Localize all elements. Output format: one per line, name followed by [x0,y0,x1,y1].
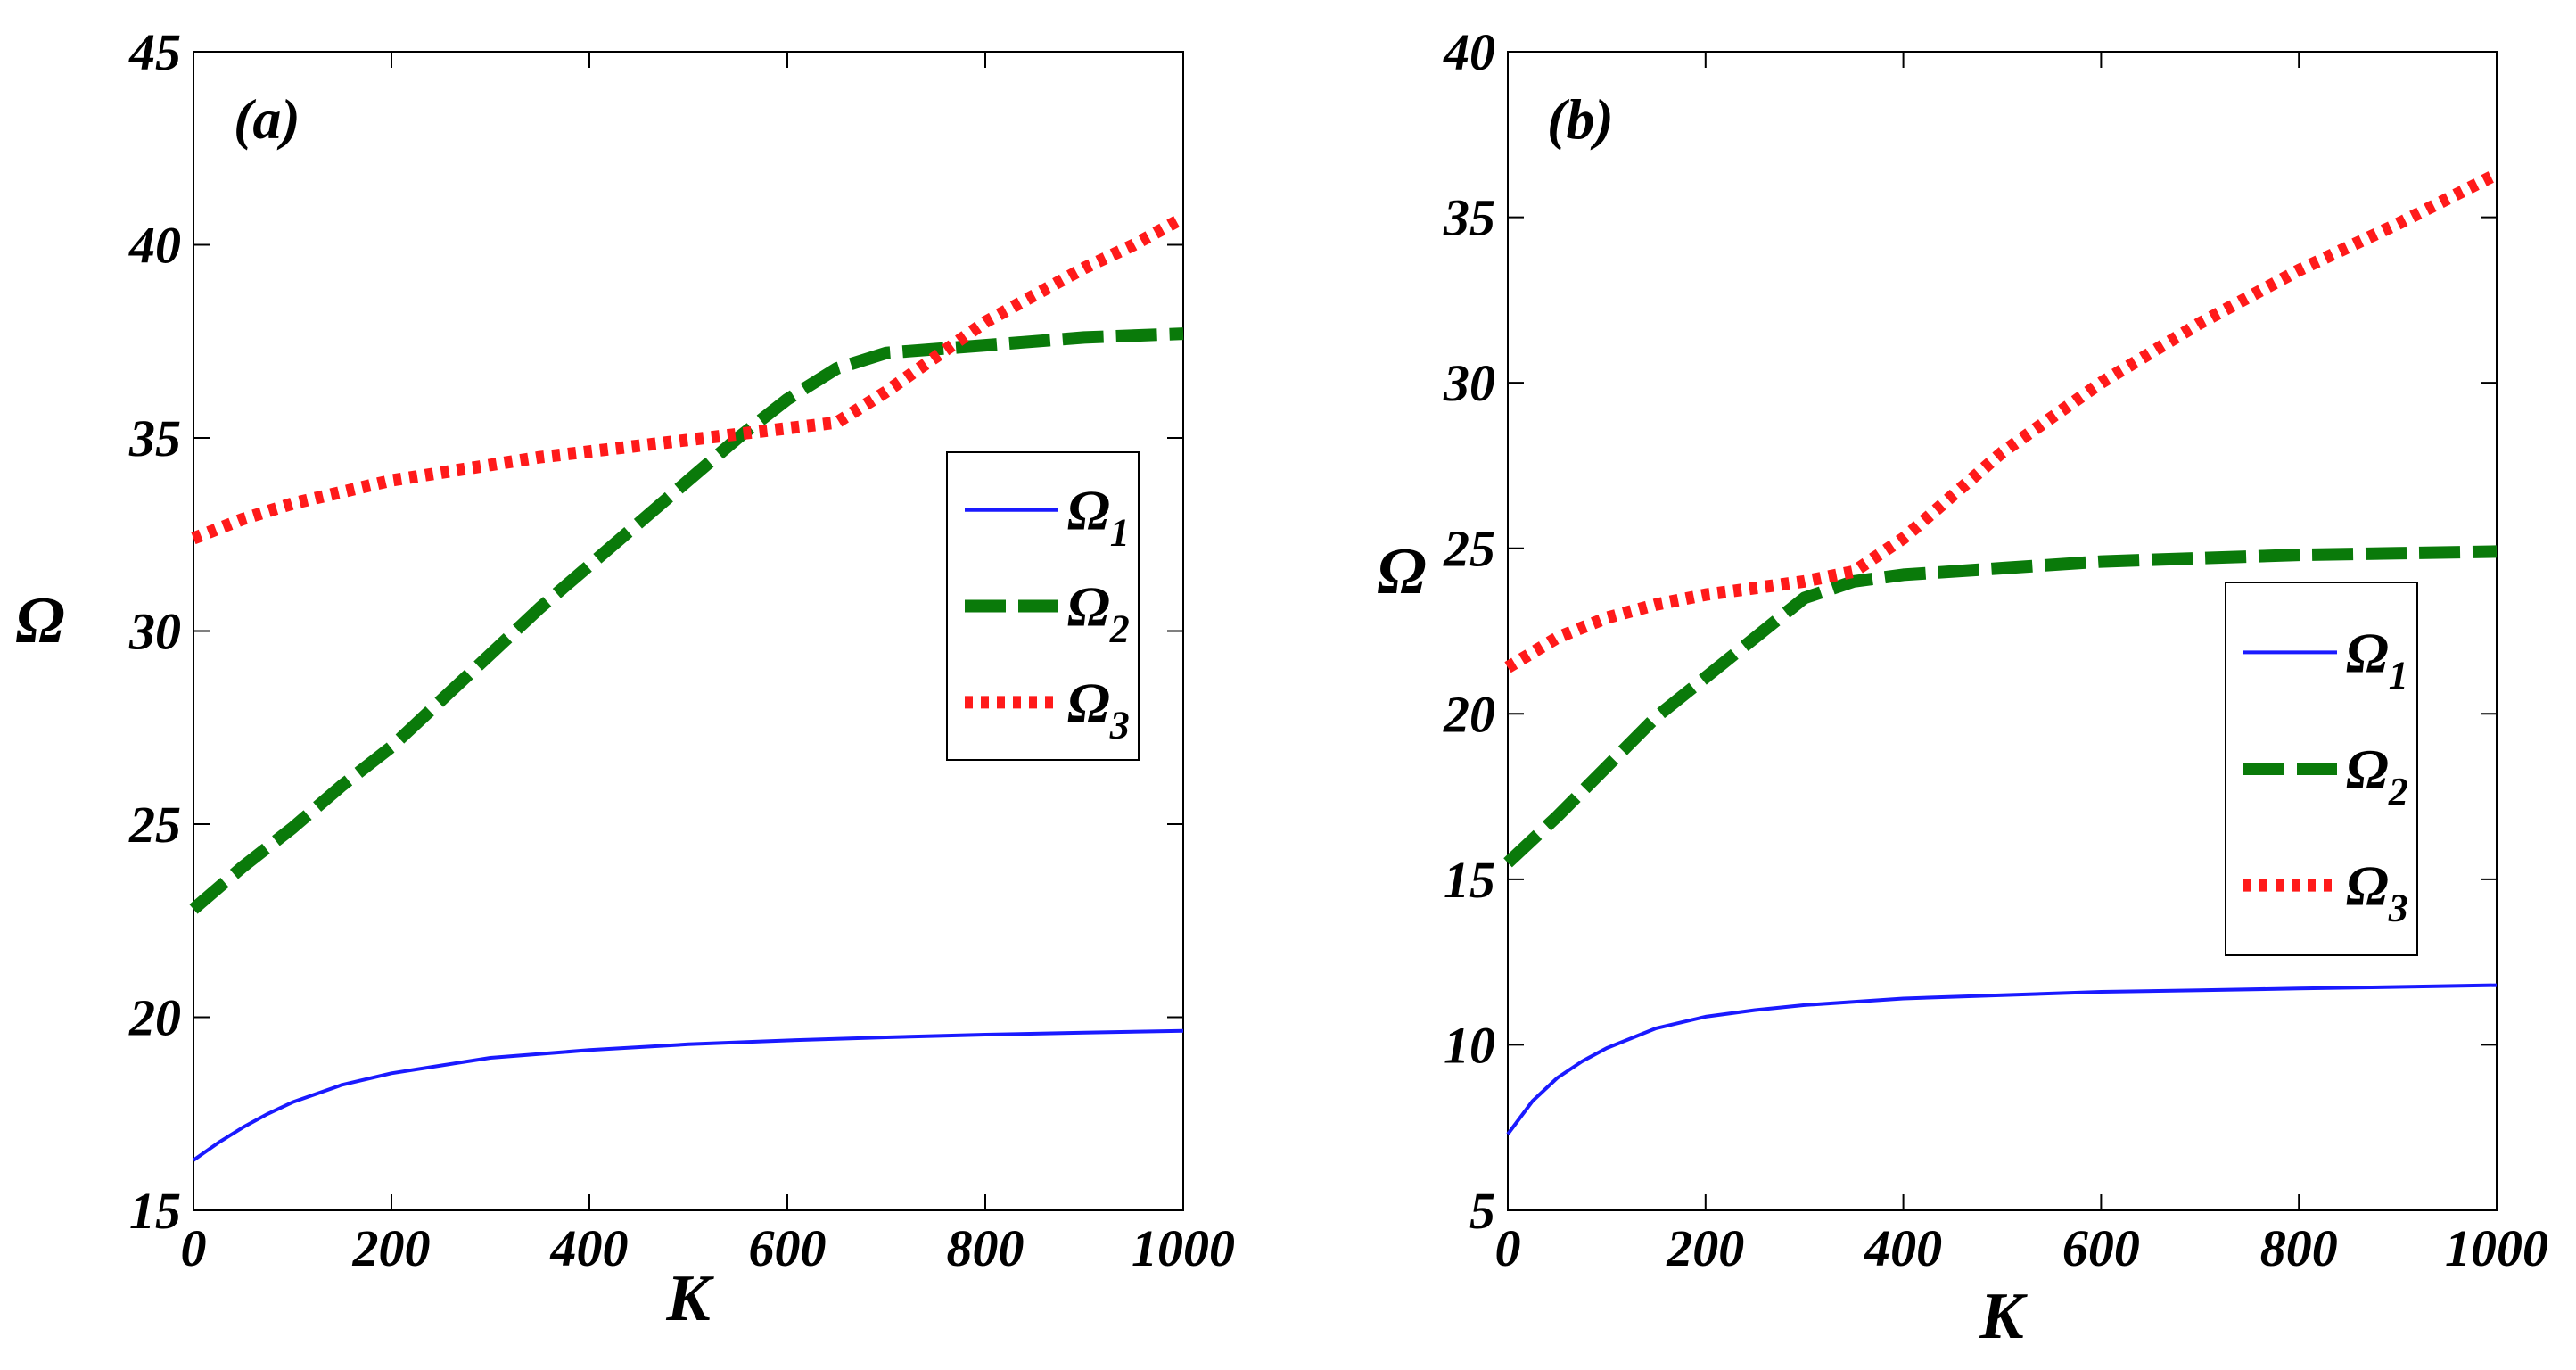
x-axis-label: K [665,1262,714,1335]
x-axis-label: K [1979,1280,2028,1353]
series-line-Ω3 [191,212,1187,545]
y-axis-label: Ω [1377,535,1426,608]
legend-label-main: Ω [2346,854,2389,918]
y-tick-label: 20 [128,989,181,1047]
y-tick-label: 35 [128,409,181,467]
x-tick-label: 200 [352,1219,431,1277]
x-tick-label: 800 [947,1219,1025,1277]
panel-label: (b) [1547,87,1614,151]
legend-label-Ω2: Ω2 [1067,575,1130,651]
legend-label-Ω2: Ω2 [2346,738,2408,813]
y-tick-label: 15 [129,1182,181,1240]
legend-label-main: Ω [2346,738,2389,801]
legend-label-subscript: 1 [2389,653,2408,697]
x-tick-label: 1000 [1132,1219,1235,1277]
legend-label-subscript: 3 [2388,887,2408,930]
series-line-Ω1 [192,1028,1184,1162]
y-tick-label: 15 [1444,851,1495,909]
y-tick-label: 5 [1469,1182,1495,1240]
legend-label-main: Ω [2346,621,2389,684]
x-tick-label: 400 [550,1219,629,1277]
y-tick-label: 25 [1443,520,1495,578]
series-line-Ω3 [1504,169,2500,673]
legend-label-subscript: 3 [1109,703,1130,747]
legend-label-main: Ω [1067,575,1110,639]
y-tick-label: 25 [128,796,181,854]
legend-label-subscript: 1 [1110,511,1130,555]
x-tick-label: 0 [181,1219,207,1277]
x-tick-label: 200 [1666,1219,1744,1277]
series-line-Ω2 [1503,545,2498,868]
x-tick-label: 600 [749,1219,827,1277]
x-tick-label: 600 [2062,1219,2140,1277]
x-tick-label: 0 [1495,1219,1521,1277]
y-axis-label: Ω [15,584,64,657]
y-tick-label: 35 [1443,189,1495,247]
y-tick-label: 20 [1443,685,1495,743]
series-line-Ω2 [189,327,1184,914]
x-tick-label: 1000 [2445,1219,2548,1277]
legend-label-subscript: 2 [1109,607,1130,651]
legend-label-Ω3: Ω3 [1067,671,1130,747]
series-line-Ω1 [1506,983,2498,1135]
legend-label-main: Ω [1067,479,1110,542]
panel-b: 0 200 400 600 800 1000510152025303540(b)ΩKΩ1Ω… [1377,23,2548,1353]
x-tick-label: 800 [2260,1219,2338,1277]
y-tick-label: 30 [128,603,181,661]
y-tick-label: 40 [1443,23,1495,81]
panel-a: 0 200 400 600 800 100015202530354045(a)ΩKΩ1Ω2… [15,23,1235,1335]
legend-label-Ω1: Ω1 [1067,479,1130,555]
legend-label-main: Ω [1067,671,1110,734]
y-tick-label: 45 [128,23,181,81]
panel-label: (a) [234,87,300,151]
y-tick-label: 30 [1443,354,1495,412]
y-tick-label: 40 [128,217,181,275]
legend-label-subscript: 2 [2388,770,2408,813]
legend-label-Ω3: Ω3 [2346,854,2408,930]
y-tick-label: 10 [1444,1016,1495,1074]
legend-label-Ω1: Ω1 [2346,621,2408,697]
plot-frame [1507,51,2498,1211]
x-tick-label: 400 [1864,1219,1942,1277]
